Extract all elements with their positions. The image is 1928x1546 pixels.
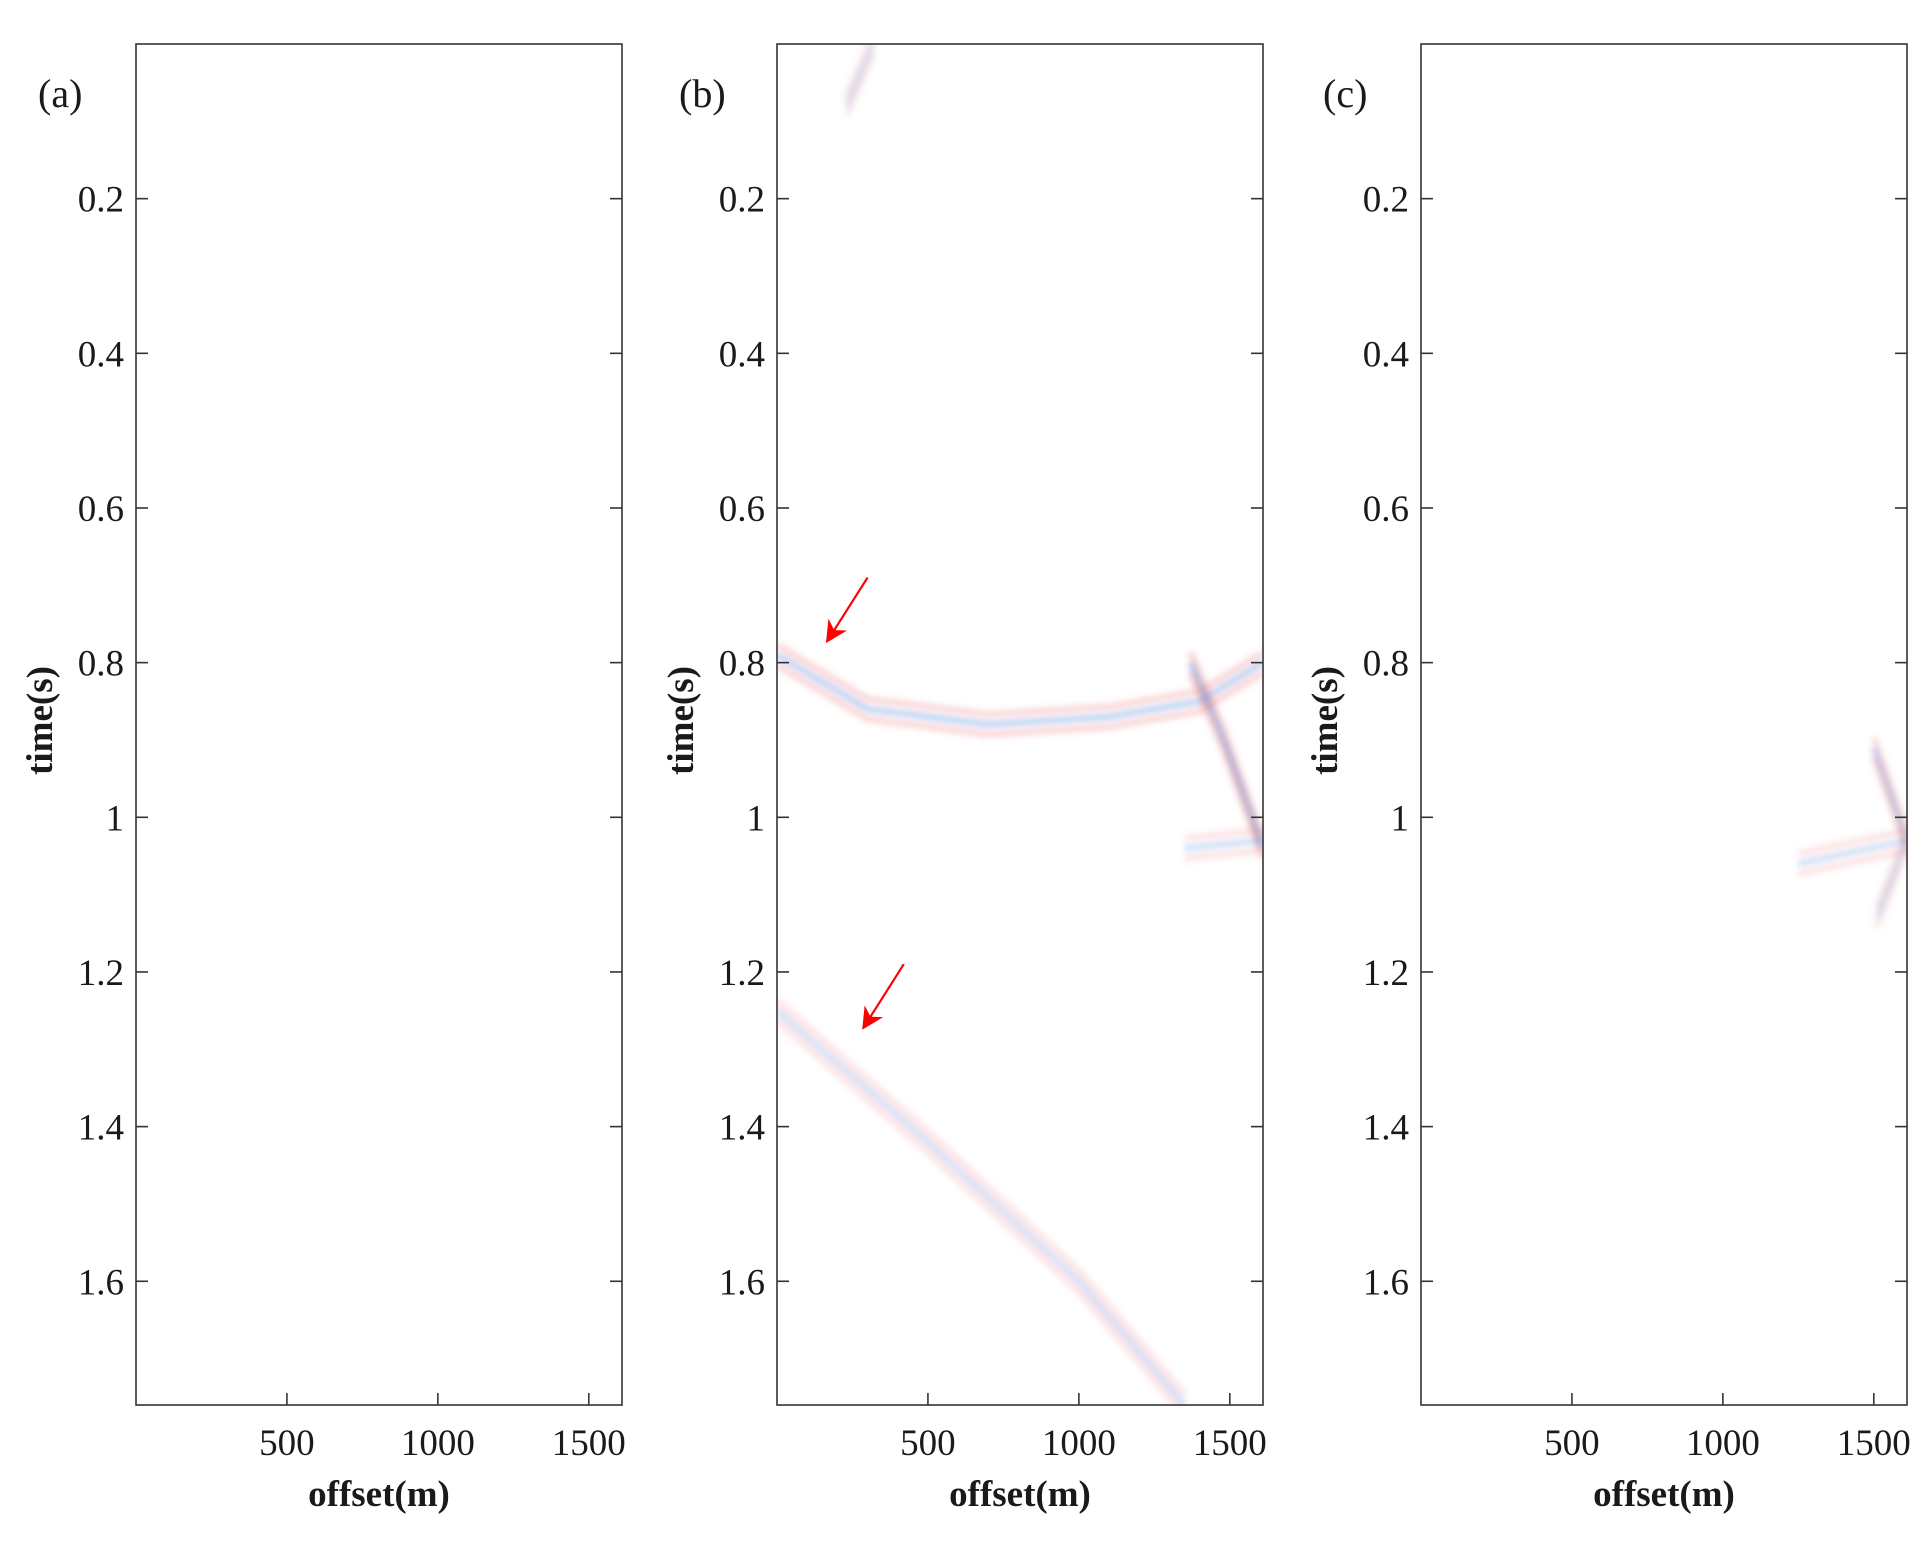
- y-tick-label: 1.2: [1363, 953, 1409, 994]
- y-tick-label: 1.6: [1363, 1262, 1409, 1303]
- x-tick-label: 500: [259, 1423, 315, 1464]
- y-tick-label: 1.4: [78, 1108, 124, 1149]
- x-tick-label: 500: [1544, 1423, 1600, 1464]
- panel-label: (a): [38, 71, 82, 116]
- x-axis-label: offset(m): [949, 1474, 1091, 1515]
- seismic-events: [1797, 736, 1907, 930]
- x-tick-label: 1500: [1837, 1423, 1911, 1464]
- y-tick-label: 1.2: [719, 953, 765, 994]
- panel-a: 0.2 0.4 0.6 0.8 1 1.2 1.4 1.6 500 1000 1500 offset(…: [20, 43, 626, 1515]
- panel-c: 0.2 0.4 0.6 0.8 1 1.2 1.4 1.6 500 1000 1500 offset(…: [1305, 43, 1911, 1515]
- x-tick-label: 500: [900, 1423, 956, 1464]
- panel-label: (b): [679, 71, 726, 116]
- x-axis-label: offset(m): [1593, 1474, 1735, 1515]
- y-tick-label: 0.8: [78, 644, 124, 685]
- x-tick-label: 1000: [401, 1423, 475, 1464]
- y-tick-label: 0.2: [78, 180, 124, 221]
- seismic-event-1: [1797, 827, 1907, 858]
- x-tick-label: 1500: [1193, 1423, 1267, 1464]
- y-tick-label: 0.4: [78, 334, 124, 375]
- seismic-event-3: [777, 997, 1188, 1398]
- red-arrow-annotation: [825, 576, 869, 644]
- seismic-event-3: [777, 1007, 1188, 1405]
- seismic-event-1: [1187, 671, 1263, 860]
- seismic-event-0: [777, 641, 1263, 719]
- seismic-events: [777, 44, 1263, 1405]
- y-tick-label: 0.2: [719, 180, 765, 221]
- red-arrow-annotation: [862, 963, 905, 1030]
- seismic-event-2: [1873, 839, 1907, 920]
- seismic-event-1: [1797, 847, 1907, 878]
- y-tick-label: 0.4: [1363, 334, 1409, 375]
- y-tick-label: 1.4: [1363, 1108, 1409, 1149]
- seismic-event-4: [843, 52, 877, 118]
- x-tick-label: 1000: [1686, 1423, 1760, 1464]
- seismic-event-2: [1873, 829, 1907, 910]
- y-tick-label: 0.6: [1363, 489, 1409, 530]
- y-tick-label: 1.6: [78, 1262, 124, 1303]
- y-tick-label: 0.8: [1363, 644, 1409, 685]
- panel-label: (c): [1323, 71, 1367, 116]
- x-axis-label: offset(m): [308, 1474, 450, 1515]
- y-tick-label: 0.4: [719, 334, 765, 375]
- y-tick-label: 1.2: [78, 953, 124, 994]
- y-tick-label: 1: [1391, 798, 1410, 839]
- y-tick-label: 1.4: [719, 1108, 765, 1149]
- axes-box: [135, 43, 623, 1406]
- axes-box: [1420, 43, 1908, 1406]
- y-tick-label: 1: [747, 798, 766, 839]
- y-tick-label: 0.8: [719, 644, 765, 685]
- seismic-event-3: [777, 1017, 1181, 1405]
- seismic-event-2: [1873, 849, 1907, 930]
- seismic-event-2: [1184, 847, 1263, 862]
- y-tick-label: 0.2: [1363, 180, 1409, 221]
- seismic-event-2: [1184, 837, 1263, 852]
- axes-box: [776, 43, 1264, 1406]
- y-tick-label: 0.6: [719, 489, 765, 530]
- x-tick-label: 1500: [552, 1423, 626, 1464]
- y-axis-label: time(s): [1305, 666, 1346, 775]
- y-tick-label: 1.6: [719, 1262, 765, 1303]
- y-axis-label: time(s): [20, 666, 61, 775]
- panel-b: 0.2 0.4 0.6 0.8 1 1.2 1.4 1.6 500 1000 1500 offset(…: [661, 43, 1267, 1515]
- y-tick-label: 1: [106, 798, 125, 839]
- seismic-event-4: [843, 44, 877, 108]
- y-tick-label: 0.6: [78, 489, 124, 530]
- seismic-event-1: [1797, 837, 1907, 868]
- seismic-event-2: [1184, 827, 1263, 842]
- y-axis-label: time(s): [661, 666, 702, 775]
- x-tick-label: 1000: [1042, 1423, 1116, 1464]
